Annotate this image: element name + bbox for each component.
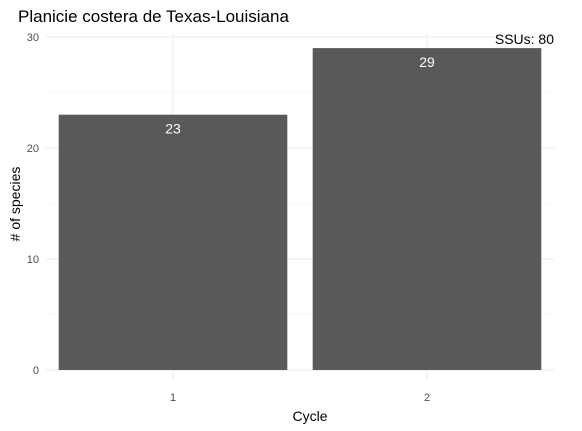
ssu-annotation: SSUs: 80 xyxy=(495,31,554,47)
bar-value-label: 23 xyxy=(165,121,181,137)
x-axis-title: Cycle xyxy=(292,408,327,424)
y-tick-label: 20 xyxy=(27,143,39,155)
y-tick-label: 0 xyxy=(33,365,39,377)
y-axis-ticks: 0 10 20 30 xyxy=(27,32,39,377)
chart-title: Planicie costera de Texas-Louisiana xyxy=(18,7,289,26)
x-tick-label: 2 xyxy=(424,392,430,404)
bar-cycle-2 xyxy=(312,48,542,370)
y-axis-title: # of species xyxy=(7,167,23,242)
y-tick-label: 10 xyxy=(27,254,39,266)
x-tick-label: 1 xyxy=(170,392,176,404)
bar-value-label: 29 xyxy=(419,54,435,70)
y-tick-label: 30 xyxy=(27,32,39,44)
bars xyxy=(58,48,542,370)
bar-cycle-1 xyxy=(58,114,288,370)
bar-labels: 23 29 xyxy=(165,54,435,137)
